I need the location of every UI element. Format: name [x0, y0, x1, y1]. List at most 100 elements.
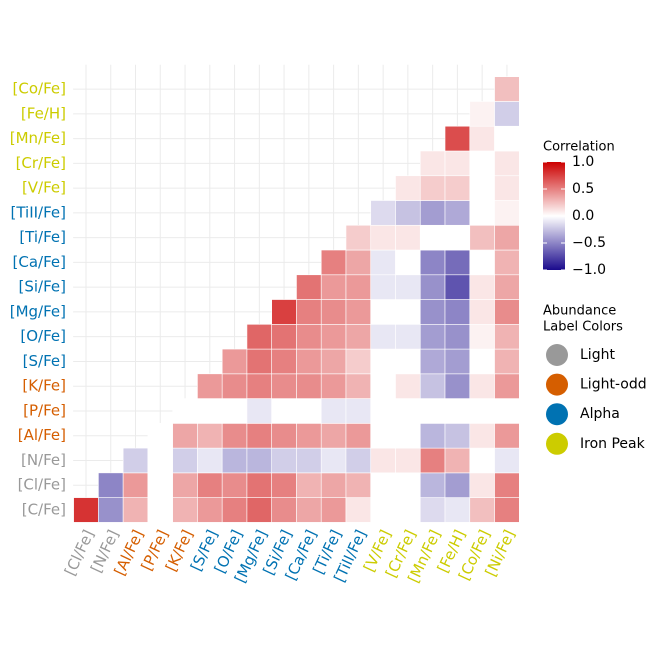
heatmap-cell	[395, 323, 421, 350]
heatmap-cell	[444, 497, 471, 523]
heatmap-cell	[370, 323, 396, 350]
y-tick-label: [Ti/Fe]	[19, 228, 66, 246]
heatmap-cell	[345, 373, 372, 399]
heatmap-cell	[246, 398, 273, 424]
heatmap-cell	[370, 398, 396, 424]
heatmap-cell	[147, 447, 173, 474]
heatmap-cell	[494, 398, 520, 424]
heatmap-cell	[469, 200, 495, 226]
heatmap-cell	[370, 249, 396, 276]
heatmap-cell	[469, 299, 495, 325]
heatmap-cell	[395, 224, 421, 251]
heatmap-cell	[469, 274, 495, 300]
heatmap-cell	[320, 274, 347, 300]
heatmap-cell	[271, 373, 297, 399]
heatmap-cell	[98, 472, 124, 498]
heatmap-cell	[370, 497, 396, 523]
heatmap-cell	[494, 423, 520, 449]
heatmap-cell	[395, 274, 421, 300]
colorbar	[543, 162, 565, 270]
heatmap-cell	[296, 423, 322, 449]
heatmap-cell	[345, 348, 372, 375]
heatmap-cell	[444, 423, 471, 449]
heatmap-cell	[221, 423, 248, 449]
colorbar-tick-label: 0.5	[572, 181, 594, 197]
heatmap-cell	[494, 200, 520, 226]
heatmap-cell	[469, 150, 495, 177]
heatmap-cell	[444, 472, 471, 498]
heatmap-cell	[419, 249, 446, 276]
heatmap-cell	[395, 348, 421, 375]
heatmap-cell	[296, 274, 322, 300]
colorbar-title: Correlation	[543, 140, 615, 155]
heatmap-cell	[246, 348, 273, 375]
heatmap-cell	[296, 299, 322, 325]
heatmap-cell	[271, 348, 297, 375]
heatmap-cell	[221, 497, 248, 523]
heatmap-cell	[320, 447, 347, 474]
heatmap-cell	[197, 373, 223, 399]
heatmap-cell	[444, 299, 471, 325]
heatmap-cell	[320, 249, 347, 276]
heatmap-cell	[345, 497, 372, 523]
heatmap-cell	[469, 249, 495, 276]
heatmap-cell	[197, 398, 223, 424]
heatmap-cell	[395, 373, 421, 399]
heatmap-cell	[469, 423, 495, 449]
heatmap-cell	[296, 373, 322, 399]
y-tick-label: [Si/Fe]	[19, 278, 66, 296]
y-tick-label: [N/Fe]	[21, 451, 66, 469]
heatmap-cell	[469, 224, 495, 251]
heatmap-cell	[444, 348, 471, 375]
heatmap-cell	[419, 348, 446, 375]
heatmap-cell	[345, 299, 372, 325]
heatmap-cell	[419, 472, 446, 498]
legend-label: Light	[580, 347, 615, 363]
heatmap-cell	[345, 447, 372, 474]
heatmap-cell	[419, 447, 446, 474]
y-tick-label: [V/Fe]	[22, 179, 66, 197]
heatmap-cell	[494, 472, 520, 498]
heatmap-cell	[221, 447, 248, 474]
heatmap-cell	[494, 323, 520, 350]
heatmap-cell	[197, 497, 223, 523]
heatmap-cell	[296, 447, 322, 474]
heatmap-cell	[395, 398, 421, 424]
heatmap-cell	[147, 472, 173, 498]
heatmap-cell	[320, 398, 347, 424]
heatmap-cell	[370, 447, 396, 474]
heatmap-cell	[494, 373, 520, 399]
colorbar-tick-label: −1.0	[572, 262, 606, 278]
heatmap-cell	[271, 447, 297, 474]
heatmap-cell	[197, 423, 223, 449]
heatmap-cell	[320, 423, 347, 449]
heatmap-cell	[494, 348, 520, 375]
heatmap-cell	[494, 224, 520, 251]
heatmap-cell	[147, 423, 173, 449]
heatmap-cell	[494, 447, 520, 474]
heatmap-cell	[444, 373, 471, 399]
heatmap-cell	[395, 200, 421, 226]
heatmap-cell	[246, 423, 273, 449]
heatmap-cell	[494, 249, 520, 276]
legend-swatch	[546, 373, 568, 396]
heatmap-cell	[395, 423, 421, 449]
heatmap-cell	[98, 497, 124, 523]
heatmap-cell	[246, 447, 273, 474]
heatmap-cell	[494, 125, 520, 152]
legend-title: Label Colors	[543, 320, 623, 335]
heatmap-cell	[320, 472, 347, 498]
heatmap-cell	[320, 323, 347, 350]
heatmap-cell	[469, 447, 495, 474]
heatmap-cell	[419, 274, 446, 300]
heatmap-cell	[221, 348, 248, 375]
legend-title: Abundance	[543, 304, 616, 319]
heatmap-cell	[320, 497, 347, 523]
heatmap-cell	[370, 472, 396, 498]
y-tick-label: [Ca/Fe]	[13, 253, 66, 271]
y-tick-label: [Fe/H]	[21, 104, 66, 122]
heatmap-cell	[395, 249, 421, 276]
heatmap-cell	[271, 299, 297, 325]
heatmap-cell	[444, 249, 471, 276]
